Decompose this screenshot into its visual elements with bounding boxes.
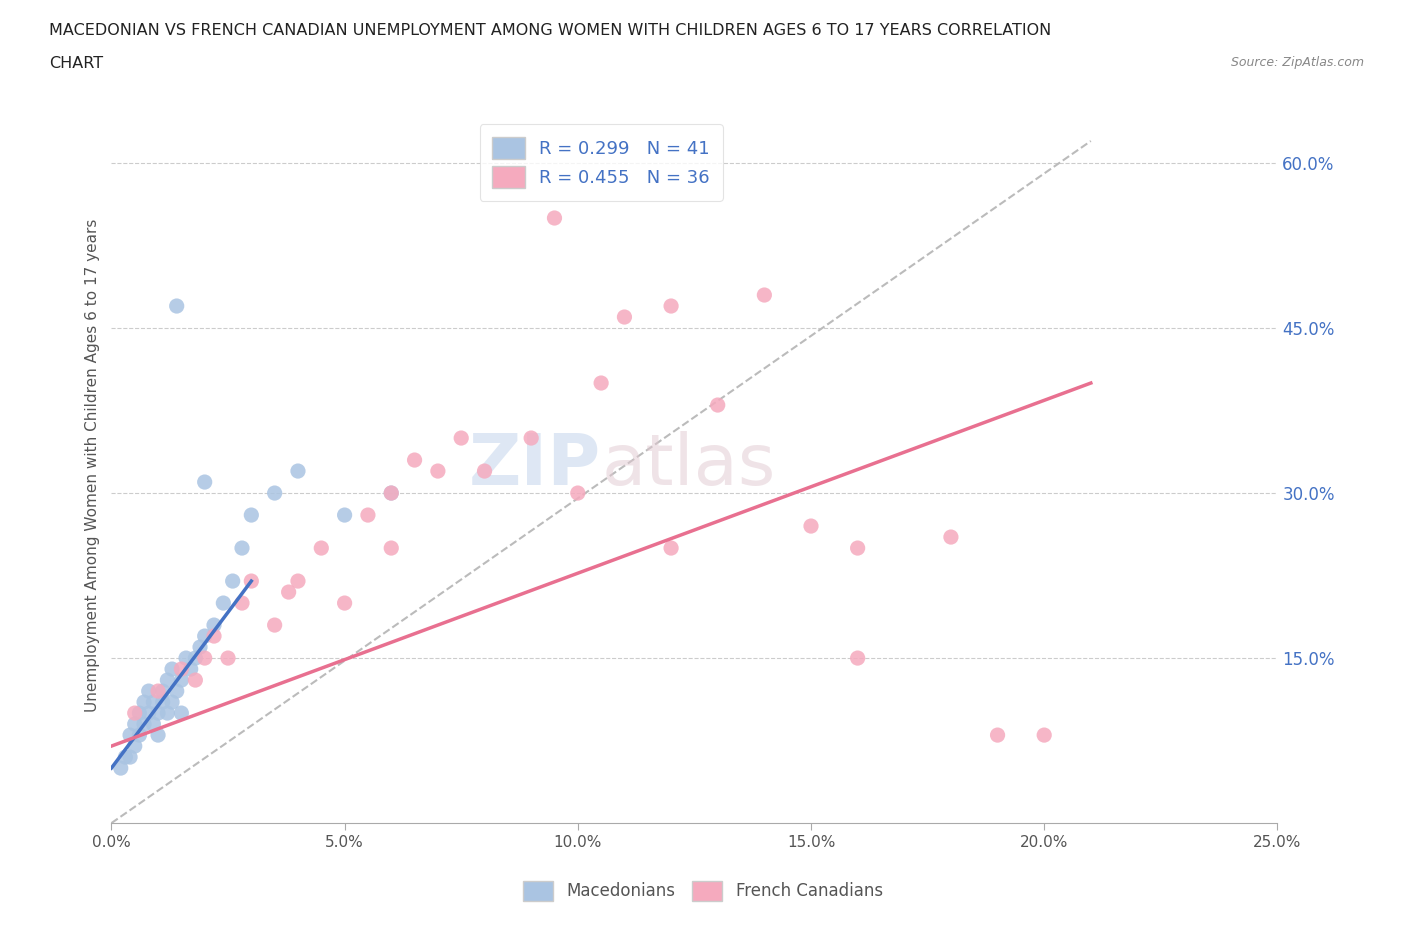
- Point: [263, 485, 285, 500]
- Point: [212, 595, 235, 610]
- Point: [231, 540, 253, 555]
- Point: [170, 706, 193, 721]
- Point: [357, 508, 380, 523]
- Text: MACEDONIAN VS FRENCH CANADIAN UNEMPLOYMENT AMONG WOMEN WITH CHILDREN AGES 6 TO 1: MACEDONIAN VS FRENCH CANADIAN UNEMPLOYME…: [49, 23, 1052, 38]
- Point: [188, 640, 211, 655]
- Point: [124, 717, 146, 732]
- Point: [474, 464, 496, 479]
- Point: [166, 299, 188, 313]
- Point: [132, 717, 155, 732]
- Point: [202, 618, 225, 632]
- Point: [567, 485, 589, 500]
- Point: [1033, 727, 1056, 742]
- Point: [194, 474, 217, 489]
- Point: [124, 706, 146, 721]
- Point: [380, 485, 402, 500]
- Point: [146, 706, 169, 721]
- Point: [333, 508, 356, 523]
- Point: [404, 453, 426, 468]
- Text: CHART: CHART: [49, 56, 103, 71]
- Point: [591, 376, 613, 391]
- Point: [987, 727, 1010, 742]
- Point: [156, 672, 179, 687]
- Point: [333, 595, 356, 610]
- Point: [184, 651, 207, 666]
- Point: [174, 651, 197, 666]
- Point: [240, 574, 263, 589]
- Point: [287, 574, 309, 589]
- Point: [659, 540, 682, 555]
- Point: [170, 661, 193, 676]
- Point: [311, 540, 333, 555]
- Point: [450, 431, 472, 445]
- Point: [152, 684, 174, 698]
- Point: [170, 672, 193, 687]
- Point: [152, 695, 174, 710]
- Point: [754, 287, 776, 302]
- Point: [613, 310, 636, 325]
- Point: [142, 717, 165, 732]
- Y-axis label: Unemployment Among Women with Children Ages 6 to 17 years: Unemployment Among Women with Children A…: [86, 219, 100, 712]
- Point: [520, 431, 543, 445]
- Legend: R = 0.299   N = 41, R = 0.455   N = 36: R = 0.299 N = 41, R = 0.455 N = 36: [479, 125, 723, 201]
- Point: [128, 727, 150, 742]
- Point: [659, 299, 682, 313]
- Point: [240, 508, 263, 523]
- Point: [128, 706, 150, 721]
- Point: [132, 695, 155, 710]
- Point: [380, 485, 402, 500]
- Point: [426, 464, 449, 479]
- Point: [194, 651, 217, 666]
- Legend: Macedonians, French Canadians: Macedonians, French Canadians: [516, 874, 890, 908]
- Point: [939, 529, 962, 544]
- Point: [156, 706, 179, 721]
- Point: [287, 464, 309, 479]
- Point: [138, 706, 160, 721]
- Point: [800, 519, 823, 534]
- Point: [146, 727, 169, 742]
- Point: [120, 727, 142, 742]
- Point: [263, 618, 285, 632]
- Point: [114, 750, 136, 764]
- Point: [277, 585, 299, 600]
- Point: [706, 398, 728, 413]
- Point: [142, 695, 165, 710]
- Point: [543, 210, 565, 225]
- Point: [146, 684, 169, 698]
- Point: [194, 629, 217, 644]
- Point: [138, 684, 160, 698]
- Point: [380, 540, 402, 555]
- Point: [846, 651, 869, 666]
- Point: [166, 684, 188, 698]
- Point: [160, 695, 183, 710]
- Point: [846, 540, 869, 555]
- Point: [120, 750, 142, 764]
- Text: Source: ZipAtlas.com: Source: ZipAtlas.com: [1230, 56, 1364, 69]
- Point: [180, 661, 202, 676]
- Point: [184, 672, 207, 687]
- Point: [217, 651, 239, 666]
- Point: [202, 629, 225, 644]
- Point: [110, 761, 132, 776]
- Text: atlas: atlas: [602, 431, 776, 500]
- Point: [221, 574, 243, 589]
- Point: [160, 661, 183, 676]
- Point: [231, 595, 253, 610]
- Text: ZIP: ZIP: [468, 431, 602, 500]
- Point: [124, 738, 146, 753]
